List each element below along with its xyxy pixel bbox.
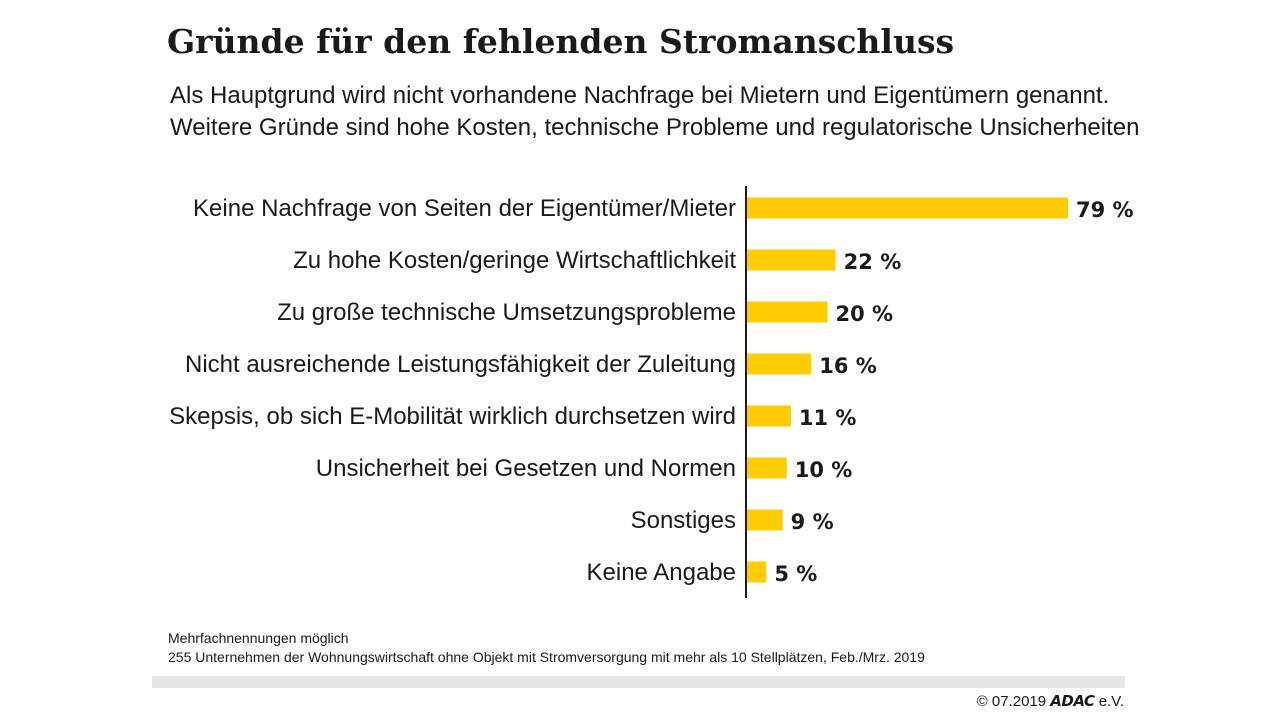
value-label-7: 9 % <box>791 510 834 534</box>
category-label-6: Unsicherheit bei Gesetzen und Normen <box>316 455 736 482</box>
category-label-7: Sonstiges <box>631 507 736 534</box>
value-label-2: 22 % <box>844 250 902 274</box>
chart-subtitle: Als Hauptgrund wird nicht vorhandene Nac… <box>170 80 1139 144</box>
footnote-multiple-answers: Mehrfachnennungen möglich <box>168 630 349 646</box>
footnote-sample: 255 Unternehmen der Wohnungswirtschaft o… <box>168 649 925 665</box>
category-label-4: Nicht ausreichende Leistungsfähigkeit de… <box>185 351 736 378</box>
chart-title: Gründe für den fehlenden Stromanschluss <box>167 22 955 61</box>
bar-7 <box>746 509 783 531</box>
bar-1 <box>746 197 1068 219</box>
footnote: Mehrfachnennungen möglich 255 Unternehme… <box>168 629 925 667</box>
subtitle-line-2: Weitere Gründe sind hohe Kosten, technis… <box>170 114 1140 141</box>
value-label-8: 5 % <box>774 562 817 586</box>
subtitle-line-1: Als Hauptgrund wird nicht vorhandene Nac… <box>170 82 1110 109</box>
value-label-5: 11 % <box>799 406 857 430</box>
bar-5 <box>746 405 791 427</box>
bar-3 <box>746 301 828 323</box>
value-label-6: 10 % <box>795 458 853 482</box>
value-label-4: 16 % <box>819 354 877 378</box>
category-label-2: Zu hohe Kosten/geringe Wirtschaftlichkei… <box>293 247 736 274</box>
category-label-3: Zu große technische Umsetzungsprobleme <box>277 299 736 326</box>
bar-8 <box>746 561 767 583</box>
adac-logo: ADAC <box>1050 692 1095 710</box>
bar-6 <box>746 457 787 479</box>
brand-suffix: e.V. <box>1098 693 1124 710</box>
copyright-date: © 07.2019 <box>976 693 1047 710</box>
footer-divider <box>152 676 1125 688</box>
value-label-3: 20 % <box>836 302 894 326</box>
bar-2 <box>746 249 836 271</box>
value-label-1: 79 % <box>1076 198 1134 222</box>
copyright: © 07.2019 ADAC e.V. <box>977 692 1124 710</box>
category-label-8: Keine Angabe <box>587 559 736 586</box>
bar-4 <box>746 353 812 375</box>
category-label-1: Keine Nachfrage von Seiten der Eigentüme… <box>193 195 736 222</box>
category-label-5: Skepsis, ob sich E-Mobilität wirklich du… <box>169 403 736 430</box>
